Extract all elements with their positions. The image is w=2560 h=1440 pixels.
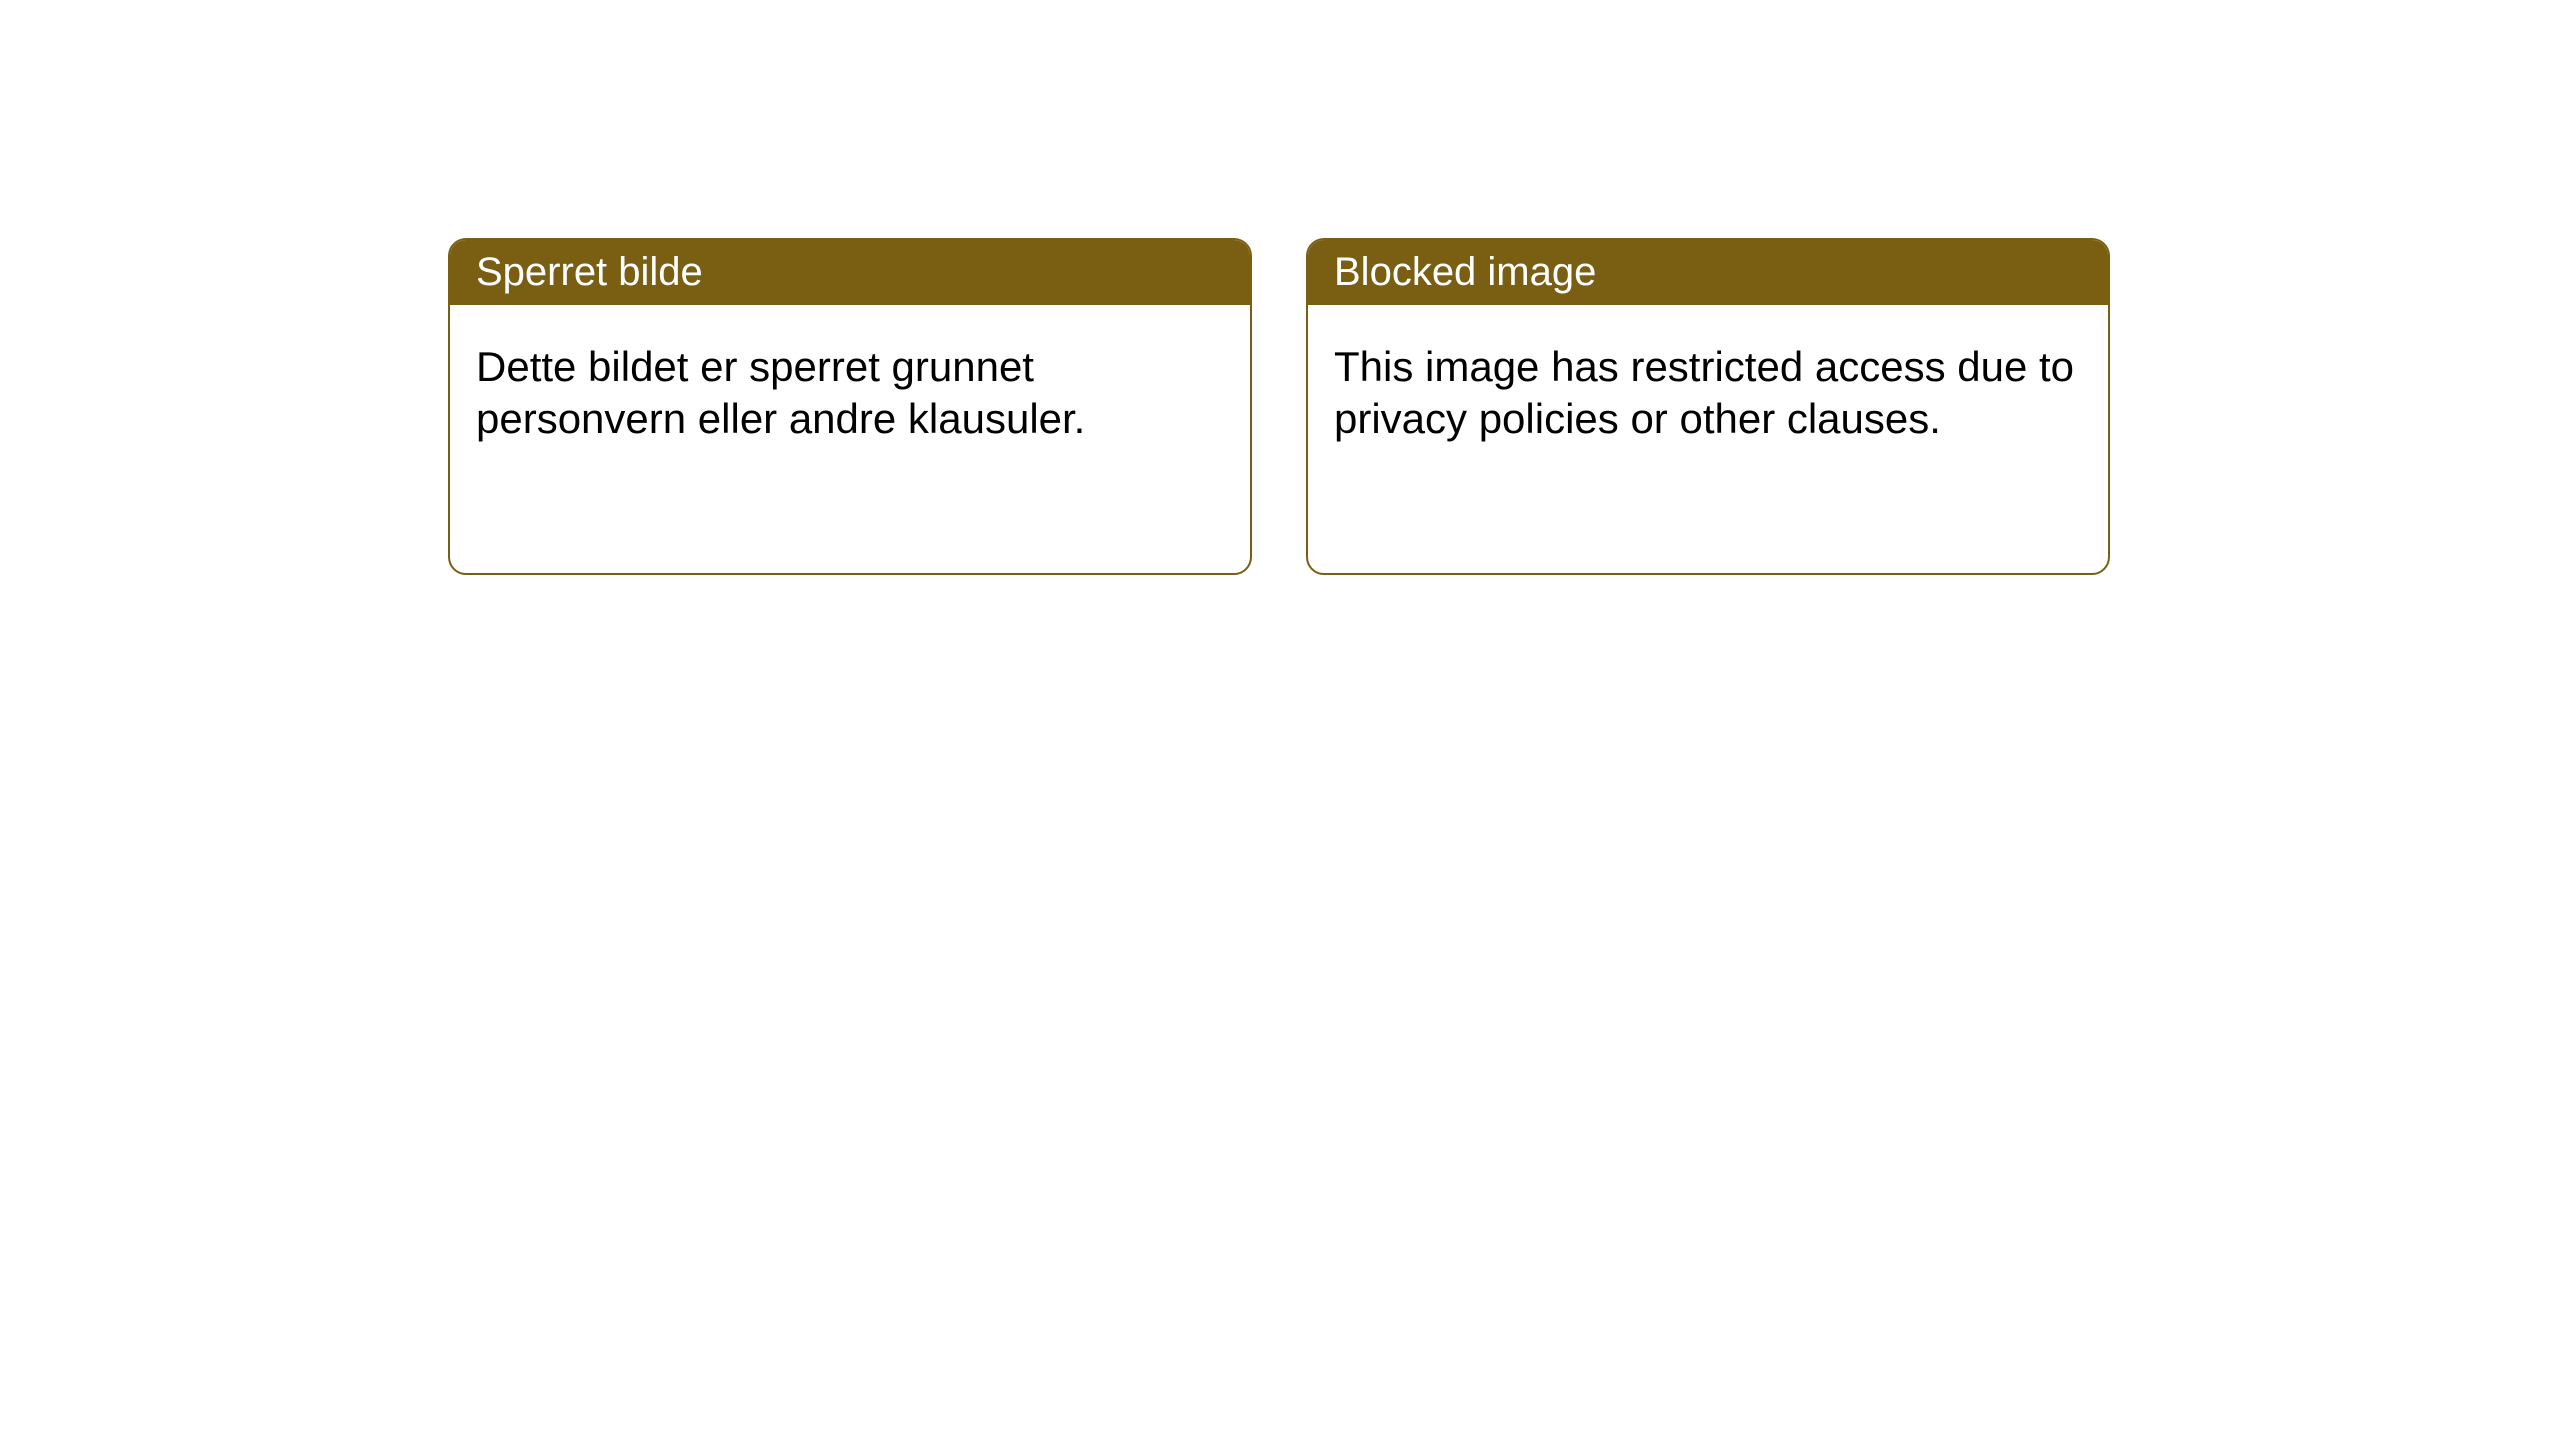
card-title: Blocked image xyxy=(1334,250,1596,294)
cards-container: Sperret bilde Dette bildet er sperret gr… xyxy=(448,238,2110,575)
card-message: This image has restricted access due to … xyxy=(1334,343,2074,442)
card-header: Sperret bilde xyxy=(450,240,1250,305)
card-body: This image has restricted access due to … xyxy=(1308,305,2108,481)
card-message: Dette bildet er sperret grunnet personve… xyxy=(476,343,1085,442)
blocked-image-card-english: Blocked image This image has restricted … xyxy=(1306,238,2110,575)
blocked-image-card-norwegian: Sperret bilde Dette bildet er sperret gr… xyxy=(448,238,1252,575)
card-body: Dette bildet er sperret grunnet personve… xyxy=(450,305,1250,481)
card-header: Blocked image xyxy=(1308,240,2108,305)
card-title: Sperret bilde xyxy=(476,250,703,294)
